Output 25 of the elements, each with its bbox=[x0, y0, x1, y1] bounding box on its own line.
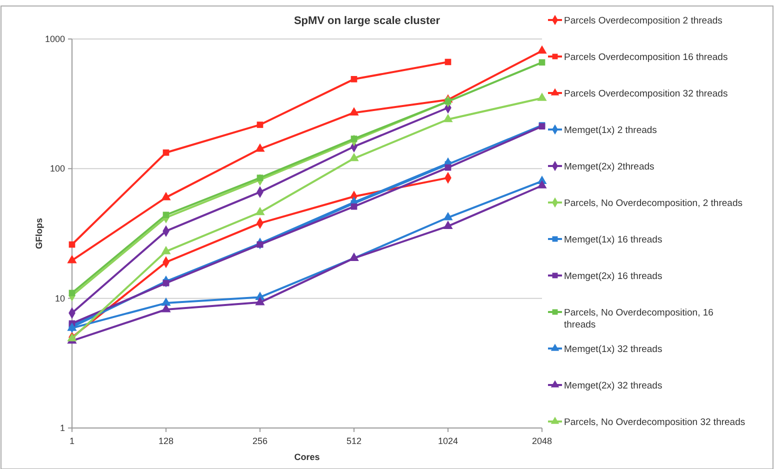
x-tick-label: 1 bbox=[69, 436, 75, 446]
y-tick-label: 1 bbox=[60, 423, 65, 433]
legend-label: Parcels Overdecomposition 2 threads bbox=[564, 16, 723, 26]
y-tick-label: 1000 bbox=[44, 34, 65, 44]
y-tick-label: 10 bbox=[54, 293, 65, 304]
y-axis-title: GFlops bbox=[34, 218, 44, 249]
legend-label: Parcels, No Overdecomposition, 16 threads bbox=[564, 308, 714, 330]
legend-label: Parcels Overdecomposition 16 threads bbox=[564, 52, 728, 63]
x-tick-label: 128 bbox=[158, 436, 174, 446]
legend-label: Memget(1x) 32 threads bbox=[564, 344, 662, 355]
legend-label: Memget(2x) 2threads bbox=[564, 162, 655, 172]
legend-label: Parcels, No Overdecomposition 32 threads bbox=[564, 417, 746, 428]
chart-title: SpMV on large scale cluster bbox=[294, 15, 441, 27]
legend-label: Memget(1x) 2 threads bbox=[564, 125, 658, 136]
y-tick-label: 100 bbox=[50, 164, 65, 174]
x-tick-label: 1024 bbox=[438, 436, 458, 446]
x-tick-label: 512 bbox=[346, 436, 362, 446]
legend-label: Parcels Overdecomposition 32 threads bbox=[564, 88, 728, 100]
x-axis-title: Cores bbox=[294, 452, 320, 462]
legend-label: Parcels, No Overdecomposition, 2 threads bbox=[564, 198, 743, 209]
legend-label: Memget(1x) 16 threads bbox=[564, 234, 662, 246]
x-tick-label: 2048 bbox=[532, 436, 552, 446]
x-tick-label: 256 bbox=[252, 436, 268, 446]
legend-label: Memget(2x) 16 threads bbox=[564, 271, 662, 282]
legend-label: Memget(2x) 32 threads bbox=[564, 380, 662, 392]
